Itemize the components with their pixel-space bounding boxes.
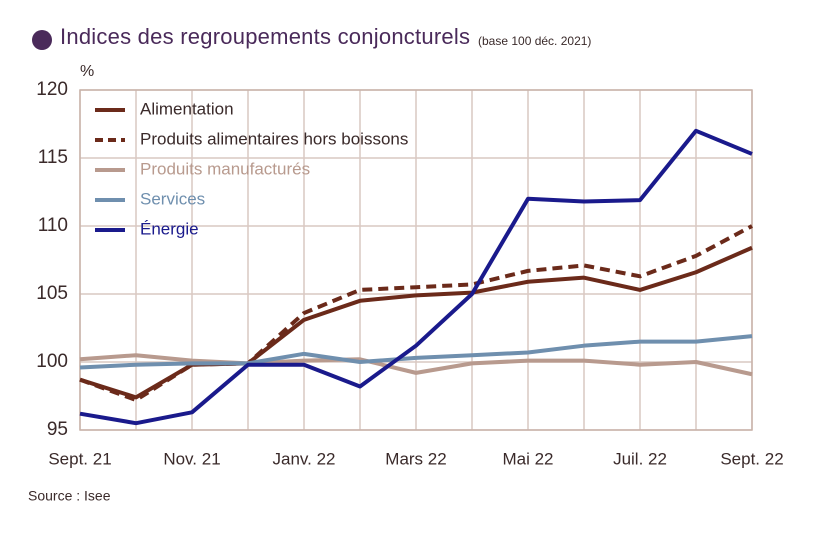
x-tick-label: Nov. 21 — [163, 449, 220, 468]
series-line — [79, 334, 753, 370]
y-tick-label: 120 — [36, 79, 68, 100]
plot-frame — [79, 89, 753, 431]
chart-title: Indices des regroupements conjoncturels — [60, 24, 470, 49]
y-tick-label: 100 — [36, 351, 68, 372]
x-tick-label: Juil. 22 — [613, 449, 667, 468]
x-tick-label: Mai 22 — [502, 449, 553, 468]
x-tick-label: Sept. 21 — [48, 449, 111, 468]
y-tick-label: 110 — [38, 215, 68, 236]
x-tick-label: Janv. 22 — [272, 449, 335, 468]
series-line — [79, 128, 753, 426]
legend-label: Produits manufacturés — [140, 159, 310, 178]
chart-subtitle: (base 100 déc. 2021) — [478, 34, 591, 48]
y-tick-label: 115 — [38, 147, 68, 168]
y-tick-label: 105 — [36, 283, 68, 304]
x-tick-label: Sept. 22 — [720, 449, 783, 468]
legend-label: Services — [140, 189, 205, 208]
series-line — [79, 224, 753, 403]
title-bullet — [32, 30, 52, 50]
source: Source : Isee — [28, 488, 111, 504]
legend-label: Alimentation — [140, 99, 234, 118]
legend-label: Énergie — [140, 219, 199, 238]
x-tick-label: Mars 22 — [385, 449, 446, 468]
y-tick-label: 95 — [47, 419, 68, 440]
y-axis-label: % — [80, 63, 94, 80]
series-line — [79, 353, 753, 377]
legend-label: Produits alimentaires hors boissons — [140, 129, 408, 148]
